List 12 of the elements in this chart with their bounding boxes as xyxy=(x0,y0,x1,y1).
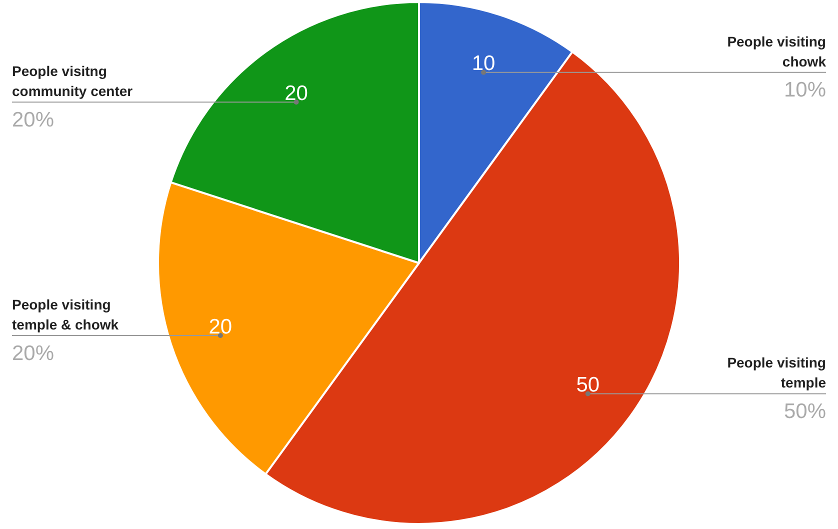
slice-label: People visitng community center xyxy=(12,63,134,100)
slice-label: People visiting chowk xyxy=(727,33,826,70)
data-label: 20 xyxy=(208,315,232,338)
text: 20% xyxy=(12,108,54,132)
slice-label: People visiting temple & chowk xyxy=(12,296,119,333)
slice-label: People visiting temple xyxy=(727,354,826,391)
data-label: 10 xyxy=(472,52,496,76)
text: 50% xyxy=(784,400,826,424)
data-label: 20 xyxy=(284,82,308,105)
data-label: 50 xyxy=(576,374,600,397)
text: 10% xyxy=(784,78,826,102)
text: 20% xyxy=(12,342,54,365)
